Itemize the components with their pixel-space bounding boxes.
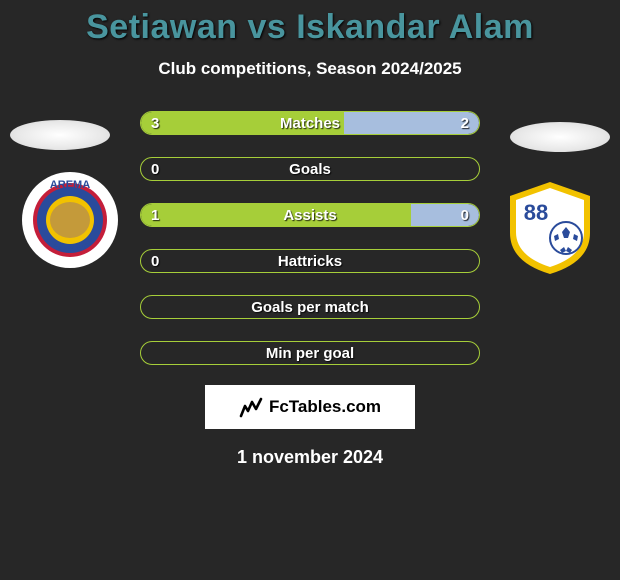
bar-label: Matches [141, 112, 479, 134]
bar-label: Min per goal [141, 342, 479, 364]
bar-value-right: 0 [461, 204, 469, 226]
ellipse-decor-left [10, 120, 110, 150]
crest-left-top-text: AREMA [50, 179, 90, 191]
brand-logo-icon [239, 396, 265, 418]
bar-label: Assists [141, 204, 479, 226]
bar-label: Hattricks [141, 250, 479, 272]
bar-row-goals: 0 Goals [140, 157, 480, 181]
crest-right: 88 [500, 178, 600, 278]
page-title: Setiawan vs Iskandar Alam [0, 8, 620, 47]
bar-row-gpm: Goals per match [140, 295, 480, 319]
subtitle: Club competitions, Season 2024/2025 [0, 59, 620, 79]
infographic-container: Setiawan vs Iskandar Alam Club competiti… [0, 0, 620, 580]
bar-label: Goals per match [141, 296, 479, 318]
bar-row-hattricks: 0 Hattricks [140, 249, 480, 273]
arema-crest-icon: AREMA 11 AGUSTUS 1987 [20, 170, 120, 270]
bar-row-matches: 3 Matches 2 [140, 111, 480, 135]
bar-label: Goals [141, 158, 479, 180]
barito-crest-icon: 88 [500, 178, 600, 278]
bar-value-right: 2 [461, 112, 469, 134]
brand-badge[interactable]: FcTables.com [205, 385, 415, 429]
footer-date: 1 november 2024 [0, 447, 620, 468]
crest-left: AREMA 11 AGUSTUS 1987 [20, 170, 120, 270]
ellipse-decor-right [510, 122, 610, 152]
crest-right-number: 88 [524, 200, 548, 225]
brand-text: FcTables.com [269, 397, 381, 417]
bar-row-mpg: Min per goal [140, 341, 480, 365]
comparison-bars: 3 Matches 2 0 Goals 1 Assists 0 0 Hattri… [140, 111, 480, 365]
bar-row-assists: 1 Assists 0 [140, 203, 480, 227]
